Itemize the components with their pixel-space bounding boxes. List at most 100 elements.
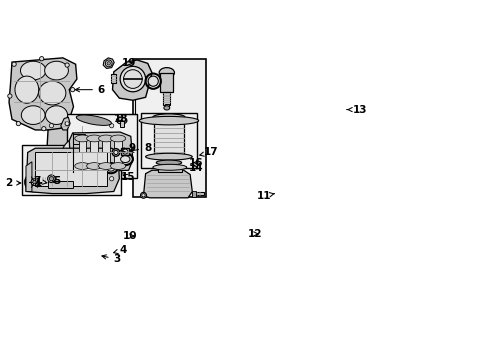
Bar [154,121,184,157]
Ellipse shape [76,115,111,125]
Circle shape [110,177,114,181]
Bar [165,104,169,108]
Polygon shape [69,132,133,172]
Circle shape [49,177,53,181]
Circle shape [114,150,118,154]
Bar [114,139,122,166]
Circle shape [141,192,147,198]
Bar [74,134,85,144]
Text: 5: 5 [52,176,60,186]
Ellipse shape [159,68,174,78]
Bar [48,181,74,189]
Ellipse shape [75,163,90,170]
Circle shape [142,194,145,197]
Circle shape [69,144,96,171]
Bar [67,114,137,178]
Text: 19: 19 [122,58,136,68]
Bar [192,192,204,195]
Text: 12: 12 [248,229,262,239]
Circle shape [112,149,120,156]
Text: 9: 9 [121,143,135,153]
Ellipse shape [110,135,125,142]
Circle shape [12,62,16,66]
Circle shape [122,149,128,154]
Ellipse shape [39,81,66,105]
Circle shape [49,177,53,181]
Bar [192,191,196,197]
Circle shape [8,94,12,98]
Bar [122,148,129,155]
Bar [120,121,123,127]
Text: 7: 7 [33,176,47,186]
Circle shape [40,57,44,61]
Ellipse shape [22,106,45,125]
Text: 17: 17 [200,148,218,157]
Bar [111,73,116,83]
Ellipse shape [15,76,39,103]
Ellipse shape [98,163,114,170]
Text: 10: 10 [123,231,138,241]
Ellipse shape [87,135,102,142]
Bar [78,139,86,166]
Text: 16: 16 [189,158,204,168]
Circle shape [45,172,58,185]
Bar [142,171,201,196]
Circle shape [107,62,110,65]
Circle shape [65,63,69,67]
Ellipse shape [156,160,182,165]
Circle shape [148,76,158,86]
Text: 15: 15 [121,172,135,182]
Circle shape [42,127,46,131]
Circle shape [16,121,21,126]
Circle shape [71,87,75,92]
Ellipse shape [110,163,125,170]
Bar [164,92,170,104]
Polygon shape [61,117,70,130]
Text: 2: 2 [5,178,21,188]
Ellipse shape [87,163,102,170]
Text: 1: 1 [35,178,42,188]
Text: 14: 14 [188,163,203,173]
Bar [102,139,110,166]
Ellipse shape [164,106,170,110]
Bar [35,152,107,186]
Ellipse shape [146,153,192,160]
Ellipse shape [75,135,90,142]
Circle shape [48,175,55,183]
Circle shape [123,70,142,89]
Ellipse shape [153,114,185,121]
Text: 18: 18 [114,113,128,123]
Polygon shape [9,58,77,130]
Bar [142,113,196,168]
Circle shape [28,175,41,189]
Circle shape [61,136,103,179]
Ellipse shape [117,117,127,124]
Bar [42,177,46,184]
Circle shape [120,66,146,92]
Ellipse shape [45,61,69,80]
Bar [158,167,182,172]
Ellipse shape [98,135,114,142]
Ellipse shape [40,174,48,182]
Text: 8: 8 [129,143,151,153]
Ellipse shape [46,106,68,125]
Bar [22,145,122,195]
Polygon shape [103,58,114,68]
Text: 4: 4 [114,245,127,255]
Polygon shape [26,148,119,194]
Circle shape [110,123,114,128]
Bar [160,73,173,92]
Circle shape [33,180,36,184]
Polygon shape [46,121,116,185]
Bar [133,59,206,197]
Text: 13: 13 [347,105,367,114]
Polygon shape [26,162,32,192]
Polygon shape [113,60,152,100]
Text: 6: 6 [75,85,105,95]
Polygon shape [144,170,192,198]
Ellipse shape [107,165,115,171]
Ellipse shape [153,164,187,170]
Ellipse shape [158,165,179,169]
Bar [91,139,98,166]
Circle shape [65,121,69,126]
